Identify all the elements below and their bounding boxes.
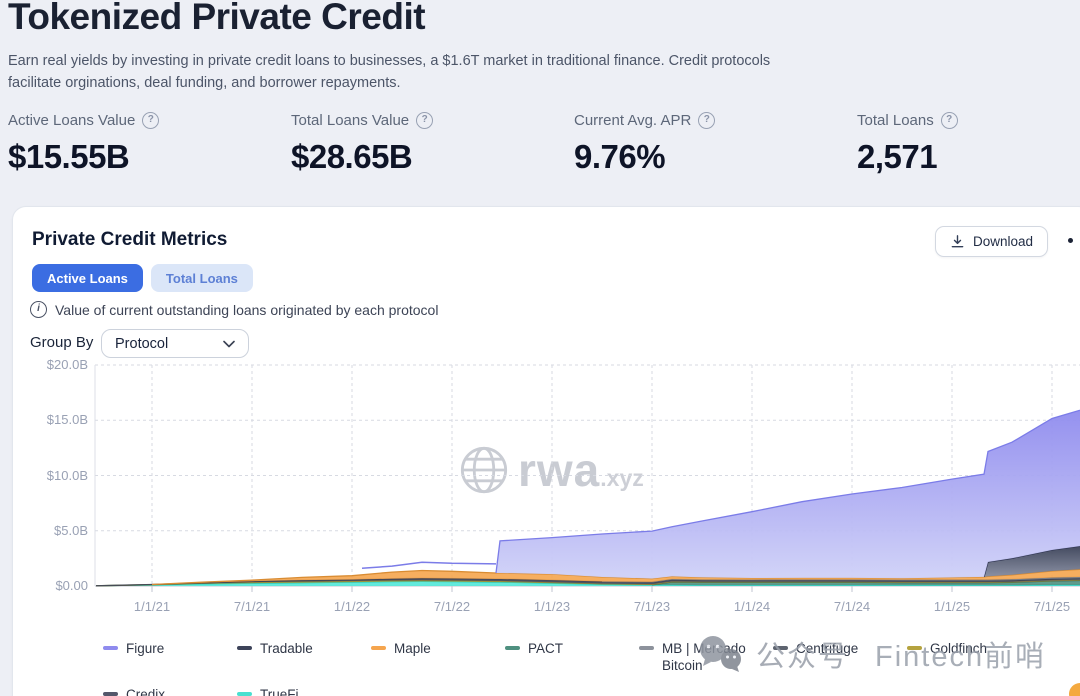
legend-label: MB | Mercado Bitcoin: [662, 641, 746, 673]
stat-current-avg-apr: Current Avg. APR? 9.76%: [574, 112, 857, 176]
legend-swatch: [371, 646, 386, 650]
help-icon[interactable]: ?: [142, 112, 160, 129]
stat-label: Current Avg. APR: [574, 112, 692, 129]
download-icon: [951, 235, 964, 248]
stat-total-loans: Total Loans? 2,571: [857, 112, 1080, 176]
page-description-line1: Earn real yields by investing in private…: [8, 53, 771, 69]
chart-info-text: Value of current outstanding loans origi…: [55, 301, 439, 318]
download-button[interactable]: Download: [935, 226, 1049, 257]
y-axis-label: $10.0B: [46, 467, 88, 483]
legend-label: Maple: [394, 641, 431, 656]
x-axis-label: 1/1/25: [933, 599, 971, 614]
y-axis-label: $15.0B: [46, 412, 88, 428]
y-axis-label: $0.00: [55, 578, 88, 593]
tab-active-loans[interactable]: Active Loans: [32, 264, 143, 292]
legend-item-centrifuge[interactable]: Centrifuge: [773, 640, 907, 674]
stat-value: $15.55B: [8, 138, 130, 175]
info-icon: i: [30, 301, 47, 318]
group-by-label: Group By: [30, 334, 94, 351]
legend-swatch: [237, 646, 252, 650]
page-description: Earn real yields by investing in private…: [8, 50, 770, 94]
x-axis-label: 1/1/24: [733, 599, 771, 614]
help-icon[interactable]: ?: [940, 112, 958, 129]
page-description-line2: facilitate orginations, deal funding, an…: [8, 75, 401, 91]
legend-label: Goldfinch: [930, 641, 988, 656]
help-icon[interactable]: ?: [416, 112, 434, 129]
card-title: Private Credit Metrics: [32, 229, 228, 250]
chart-legend: Figure Tradable Maple PACT MB | Mercado Bitc…: [103, 640, 1068, 696]
legend-item-goldfinch[interactable]: Goldfinch: [907, 640, 1041, 674]
legend-label: Credix: [126, 687, 166, 696]
x-axis-label: 7/1/21: [233, 599, 271, 614]
chevron-down-icon: [223, 340, 235, 347]
legend-swatch: [639, 646, 654, 650]
legend-item-credix[interactable]: Credix: [103, 686, 237, 696]
legend-label: Figure: [126, 641, 165, 656]
y-axis-label: $5.0B: [54, 522, 88, 538]
x-axis-label: 7/1/24: [833, 599, 871, 614]
stat-value: 9.76%: [574, 138, 666, 175]
stacked-area-chart[interactable]: [94, 364, 1080, 592]
legend-swatch: [103, 646, 118, 650]
watermark-blob: [1069, 683, 1080, 696]
legend-swatch: [505, 646, 520, 650]
x-axis-label: 1/1/22: [333, 599, 371, 614]
stat-active-loans-value: Active Loans Value? $15.55B: [8, 112, 291, 176]
legend-item-tradable[interactable]: Tradable: [237, 640, 371, 674]
x-axis-label: 7/1/25: [1033, 599, 1071, 614]
legend-item-mb-mercado-bitcoin[interactable]: MB | Mercado Bitcoin: [639, 640, 773, 674]
legend-item-truefi[interactable]: TrueFi: [237, 686, 371, 696]
stat-value: 2,571: [857, 138, 938, 175]
x-axis-label: 7/1/23: [633, 599, 671, 614]
tab-total-loans[interactable]: Total Loans: [150, 264, 253, 292]
group-by-select[interactable]: Protocol: [101, 329, 249, 358]
x-axis-label: 1/1/23: [533, 599, 571, 614]
x-axis-label: 7/1/22: [433, 599, 471, 614]
x-axis-label: 1/1/21: [133, 599, 171, 614]
legend-swatch: [773, 646, 788, 650]
page-title: Tokenized Private Credit: [8, 0, 426, 37]
legend-label: TrueFi: [260, 687, 299, 696]
chart-tabs: Active Loans Total Loans: [32, 264, 253, 292]
chart-info: i Value of current outstanding loans ori…: [30, 301, 438, 318]
more-menu-dot[interactable]: [1068, 238, 1073, 243]
help-icon[interactable]: ?: [698, 112, 716, 129]
legend-label: PACT: [528, 641, 564, 656]
stat-value: $28.65B: [291, 138, 413, 175]
download-label: Download: [973, 234, 1034, 249]
stat-label: Total Loans: [857, 112, 934, 129]
legend-swatch: [103, 692, 118, 696]
group-by-value: Protocol: [115, 335, 169, 352]
legend-label: Tradable: [260, 641, 313, 656]
y-axis-label: $20.0B: [46, 357, 88, 372]
stat-label: Total Loans Value: [291, 112, 410, 129]
legend-item-pact[interactable]: PACT: [505, 640, 639, 674]
legend-label: Centrifuge: [796, 641, 859, 656]
legend-swatch: [907, 646, 922, 650]
stats-row: Active Loans Value? $15.55B Total Loans …: [8, 112, 1080, 176]
stat-label: Active Loans Value: [8, 112, 136, 129]
legend-swatch: [237, 692, 252, 696]
stat-total-loans-value: Total Loans Value? $28.65B: [291, 112, 574, 176]
legend-item-figure[interactable]: Figure: [103, 640, 237, 674]
legend-item-maple[interactable]: Maple: [371, 640, 505, 674]
